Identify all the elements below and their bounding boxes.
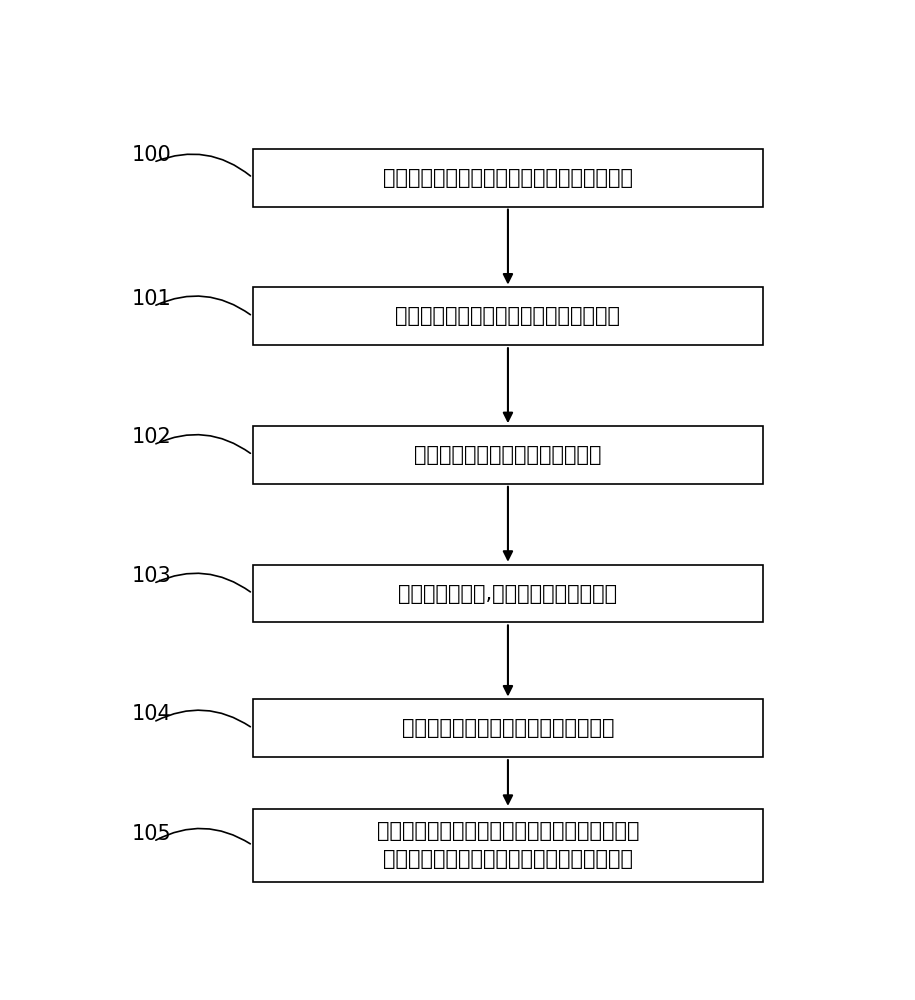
Text: 104: 104 xyxy=(132,704,172,724)
Text: 将钢筋界面特征参数及混凝土厚度对照、且与数
据库内的参考数据比较，藉此获得钢筋腐蚀度: 将钢筋界面特征参数及混凝土厚度对照、且与数 据库内的参考数据比较，藉此获得钢筋腐… xyxy=(377,821,640,869)
Text: 取得钢筋混凝土构件的混凝土厚度: 取得钢筋混凝土构件的混凝土厚度 xyxy=(414,445,602,465)
Text: 接收自钢筋混凝土构件反射的电磁反射波: 接收自钢筋混凝土构件反射的电磁反射波 xyxy=(395,306,620,326)
Bar xyxy=(253,426,763,484)
Bar xyxy=(253,287,763,345)
Text: 103: 103 xyxy=(132,566,172,586)
Text: 105: 105 xyxy=(132,824,172,844)
Bar xyxy=(253,699,763,757)
Text: 101: 101 xyxy=(132,289,172,309)
Bar xyxy=(253,565,763,622)
Text: 使用透地雷达发射电磁波扫描钢筋混凝土构件: 使用透地雷达发射电磁波扫描钢筋混凝土构件 xyxy=(383,168,633,188)
Text: 102: 102 xyxy=(132,427,172,447)
Bar xyxy=(253,149,763,207)
Text: 100: 100 xyxy=(132,145,172,165)
Bar xyxy=(253,809,763,882)
Text: 运算电磁反射波,获取钢筋界面特征参数: 运算电磁反射波,获取钢筋界面特征参数 xyxy=(398,584,618,604)
Text: 提供预先储存有多个参考数据的数据库: 提供预先储存有多个参考数据的数据库 xyxy=(402,718,614,738)
